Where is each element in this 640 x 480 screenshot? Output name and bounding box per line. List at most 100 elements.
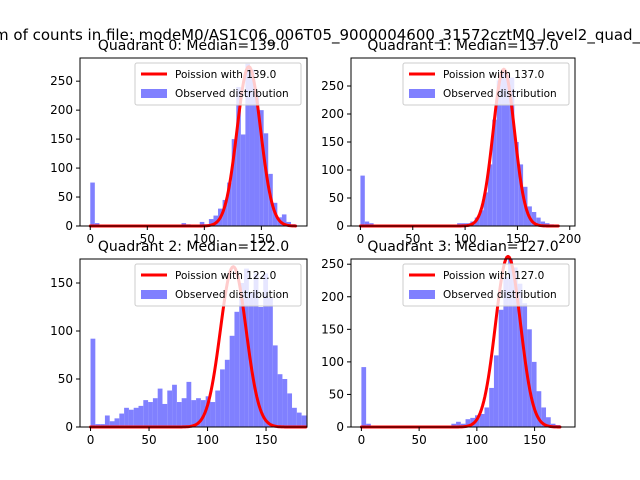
axes-frame [350,258,576,428]
histogram-bar [128,409,134,427]
histogram-bar [133,407,139,427]
histogram-bar [210,402,216,427]
y-tick-label: 50 [329,191,344,205]
histogram-bar [527,329,532,427]
legend-fit-label: Poission with 137.0 [443,69,544,81]
histogram-bar [254,92,260,226]
y-tick-label: 100 [50,161,73,175]
histogram-bar [536,391,542,427]
x-tick-label: 0 [87,433,95,447]
axes-frame [79,57,308,227]
y-tick-label: 150 [321,322,344,336]
histogram-bar [104,415,110,427]
x-tick-label: 150 [506,232,529,246]
y-tick-label: 0 [65,219,73,233]
histogram-bar [531,361,537,427]
histogram-bar [536,217,541,226]
histogram-bar [540,221,546,226]
histogram-bar [148,402,153,427]
histogram-bar [138,405,144,427]
y-tick-label: 200 [321,290,344,304]
legend-hist-swatch [141,89,167,98]
x-tick-label: 150 [255,433,278,447]
histogram-bar [162,403,168,427]
histogram-bar [465,419,471,427]
histogram-bar [263,273,269,427]
histogram-bar [143,400,149,427]
histogram-bar [496,80,502,226]
histogram-bar [456,421,461,427]
histogram-bar [531,212,537,226]
histogram-bar [287,393,293,427]
y-tick-label: 150 [50,132,73,146]
quadrant-1-panel: 0 50 100 150 200 0 50 100 150 200 250 Quadrant 1: M… [321,38,581,246]
legend-hist-label: Observed distribution [175,88,289,100]
y-tick-label: 0 [336,420,344,434]
x-tick-label: 100 [196,433,219,447]
histogram-bar [505,74,510,226]
panel-title: Quadrant 3: Median=127.0 [367,239,558,255]
histogram-bar [489,387,494,427]
histogram-bar [227,182,232,226]
histogram-bar [186,381,192,427]
histogram-bar [239,283,245,427]
histogram-bar [236,86,241,226]
y-tick-label: 50 [58,372,73,386]
y-tick-label: 250 [321,79,344,93]
legend-box [402,62,570,106]
histogram-bar [281,214,287,226]
quadrant-panels: 0 50 100 150 0 50 100 150 200 250 Quadrant 0: Medi… [50,38,581,447]
histogram-bar [167,390,173,427]
histogram-bar [114,418,120,427]
x-tick-label: 50 [405,232,420,246]
histogram-bar [253,273,259,427]
histogram-bar [282,379,288,427]
histogram-bar [191,400,197,427]
histogram-bar [546,417,551,427]
histogram-bar [292,407,297,427]
histogram-bar [90,182,95,226]
histogram-bar [366,423,371,427]
histogram-bar [249,69,255,226]
legend-hist-label: Observed distribution [443,88,557,100]
legend-fit-label: Poission with 139.0 [175,69,276,81]
histogram-bar [487,164,493,226]
histogram-bar [109,421,115,427]
histogram-bar [501,69,506,226]
panel-title: Quadrant 0: Median=139.0 [98,38,289,54]
histogram-bar [484,407,490,427]
y-tick-label: 250 [321,257,344,271]
x-tick-label: 100 [465,433,488,447]
quadrant-0-panel: 0 50 100 150 0 50 100 150 200 250 Quadrant 0: Medi… [50,38,308,246]
histogram-bar [492,119,497,226]
histogram-bar [272,345,278,427]
histogram-bar [229,335,235,427]
x-tick-label: 100 [193,232,216,246]
histogram-bar [268,297,273,427]
panel-title: Quadrant 1: Median=137.0 [367,38,558,54]
axes-frame [79,258,308,428]
histogram-bar [360,175,365,226]
x-tick-label: 150 [523,433,546,447]
legend-fit-label: Poission with 127.0 [443,270,544,282]
x-tick-label: 0 [357,232,365,246]
y-tick-label: 200 [321,107,344,121]
legend-box [134,263,302,307]
histogram-bar [234,311,240,427]
histogram-bar [205,396,211,427]
histogram-bar [296,412,302,427]
histogram-bar [258,307,264,427]
histogram-bar [514,142,519,226]
histogram-bar [361,367,367,427]
y-tick-label: 100 [50,324,73,338]
histogram-bar [259,110,264,226]
histogram-bar [90,338,96,427]
legend: Poission with 137.0 Observed distribution [402,62,570,106]
histogram-bar [503,277,509,427]
y-tick-label: 150 [321,135,344,149]
histogram-bar [518,164,524,226]
x-tick-label: 50 [140,232,155,246]
histogram-bar [213,215,219,226]
legend-fit-label: Poission with 122.0 [175,270,276,282]
